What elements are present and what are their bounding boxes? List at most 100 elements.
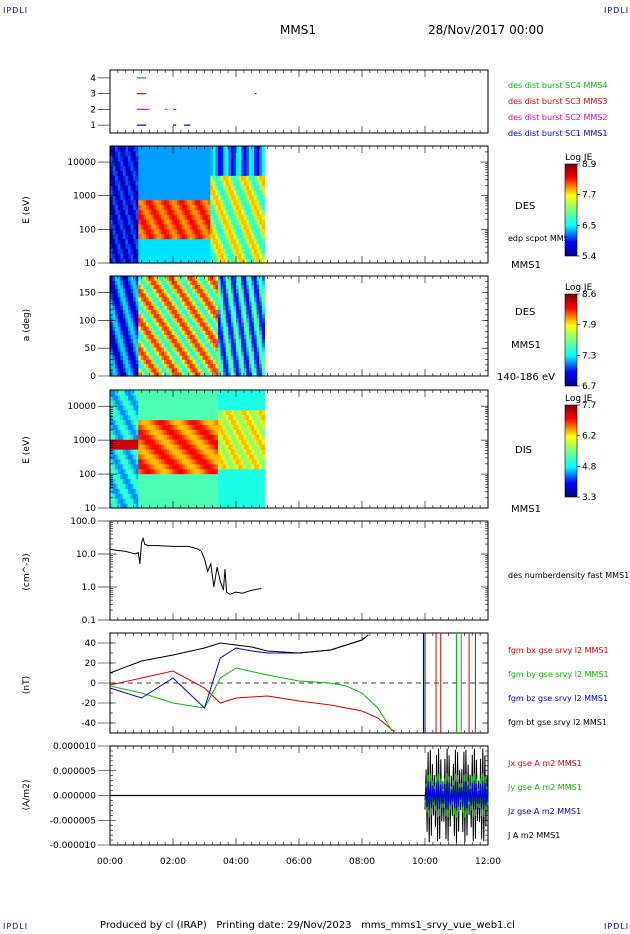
heatmap-cell (164, 399, 168, 406)
heatmap-cell (243, 170, 247, 176)
heatmap-cell (220, 253, 224, 259)
heatmap-cell (171, 434, 175, 440)
heatmap-cell (220, 390, 224, 396)
heatmap-cell (202, 301, 206, 306)
heatmap-cell (218, 248, 222, 254)
heatmap-cell (194, 305, 199, 310)
heatmap-cell (259, 334, 263, 340)
heatmap-cell (176, 449, 181, 455)
heatmap-cell (246, 409, 250, 416)
heatmap-cell (200, 468, 204, 475)
heatmap-cell (254, 204, 258, 210)
heatmap-cell (223, 248, 227, 254)
heatmap-cell (184, 248, 188, 254)
heatmap-cell (112, 409, 116, 416)
heatmap-cell (171, 309, 175, 315)
heatmap-cell (259, 228, 263, 235)
heatmap-cell (171, 228, 175, 235)
heatmap-cell (202, 453, 206, 460)
heatmap-cell (164, 155, 168, 162)
heatmap-cell (236, 359, 240, 365)
heatmap-cell (161, 367, 165, 373)
heatmap-cell (140, 204, 145, 210)
heatmap-cell (140, 359, 145, 365)
heatmap-cell (122, 170, 127, 176)
heatmap-cell (122, 175, 127, 181)
heatmap-cell (228, 463, 232, 470)
heatmap-cell (259, 409, 263, 416)
heatmap-cell (261, 473, 265, 480)
heatmap-cell (158, 248, 163, 254)
heatmap-cell (238, 160, 242, 167)
heatmap-cell (115, 493, 119, 499)
heatmap-cell (202, 175, 206, 181)
heatmap-cell (243, 199, 247, 206)
heatmap-cell (133, 305, 137, 310)
heatmap-cell (148, 439, 152, 445)
heatmap-cell (151, 338, 155, 344)
heatmap-cell (212, 228, 217, 235)
heatmap-cell (158, 419, 163, 426)
heatmap-cell (166, 334, 170, 340)
heatmap-cell (128, 204, 132, 210)
heatmap-cell (207, 419, 211, 426)
heatmap-cell (164, 160, 168, 167)
heatmap-cell (176, 309, 181, 315)
heatmap-cell (140, 394, 145, 401)
heatmap-cell (184, 458, 188, 465)
heatmap-cell (202, 238, 206, 245)
heatmap-cell (143, 473, 147, 480)
heatmap-cell (148, 458, 152, 465)
heatmap-cell (233, 449, 237, 455)
heatmap-cell (143, 399, 147, 406)
heatmap-cell (120, 305, 124, 310)
heatmap-cell (202, 434, 206, 440)
heatmap-cell (169, 434, 173, 440)
heatmap-cell (133, 233, 137, 240)
heatmap-cell (189, 243, 193, 249)
heatmap-cell (233, 258, 237, 264)
dis-energy-colorbar (564, 404, 578, 498)
heatmap-cell (207, 214, 211, 220)
heatmap-cell (200, 371, 204, 377)
heatmap-cell (120, 185, 124, 191)
heatmap-cell (251, 150, 255, 157)
heatmap-cell (179, 248, 183, 254)
heatmap-cell (128, 493, 132, 499)
heatmap-cell (112, 214, 116, 220)
heatmap-cell (184, 305, 188, 310)
heatmap-cell (169, 224, 173, 230)
heatmap-cell (248, 317, 253, 323)
heatmap-cell (189, 371, 193, 377)
heatmap-cell (218, 390, 222, 396)
heatmap-cell (179, 199, 183, 206)
heatmap-cell (192, 170, 196, 176)
heatmap-cell (200, 488, 204, 494)
heatmap-cell (254, 165, 258, 171)
heatmap-cell (140, 453, 145, 460)
heatmap-cell (151, 219, 155, 225)
heatmap-cell (192, 199, 196, 206)
heatmap-cell (189, 248, 193, 254)
heatmap-cell (120, 394, 124, 401)
heatmap-cell (120, 238, 124, 245)
heatmap-cell (243, 288, 247, 294)
heatmap-cell (125, 351, 129, 356)
heatmap-cell (205, 185, 209, 191)
heatmap-cell (130, 313, 134, 319)
heatmap-cell (261, 463, 265, 470)
heatmap-cell (238, 449, 242, 455)
heatmap-cell (200, 429, 204, 435)
heatmap-cell (115, 301, 119, 306)
heatmap-cell (110, 419, 114, 426)
heatmap-cell (125, 488, 129, 494)
heatmap-cell (176, 321, 181, 327)
heatmap-cell (197, 367, 201, 373)
heatmap-cell (117, 419, 121, 426)
heatmap-cell (248, 233, 253, 240)
heatmap-cell (130, 330, 134, 335)
heatmap-cell (192, 473, 196, 480)
heatmap-cell (210, 150, 214, 157)
heatmap-cell (225, 439, 229, 445)
heatmap-cell (153, 498, 157, 504)
